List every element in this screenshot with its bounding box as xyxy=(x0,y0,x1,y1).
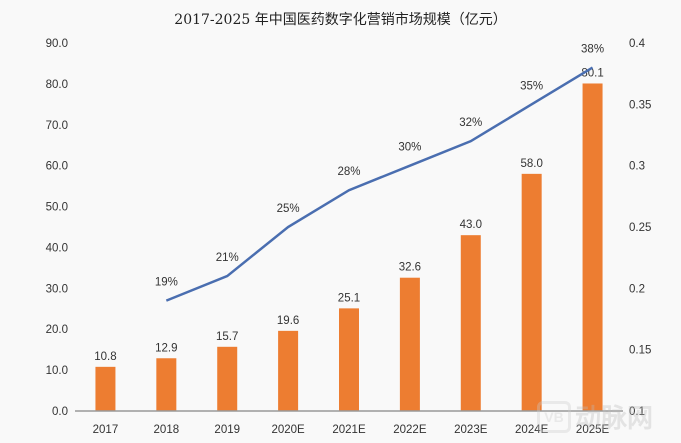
bar-label: 25.1 xyxy=(338,292,360,304)
bar-label: 43.0 xyxy=(460,219,482,231)
watermark-logo: VB xyxy=(537,400,571,433)
left-axis-tick: 20.0 xyxy=(46,324,68,336)
left-axis-tick: 80.0 xyxy=(46,79,68,91)
right-axis-tick: 0.25 xyxy=(629,222,651,234)
bar-label: 32.6 xyxy=(399,262,421,274)
growth-line xyxy=(165,66,594,302)
line-label: 25% xyxy=(277,203,300,215)
x-axis-tick: 2017 xyxy=(93,424,119,436)
left-axis-tick: 50.0 xyxy=(46,202,68,214)
x-axis-tick: 2022E xyxy=(393,424,427,436)
line-label: 21% xyxy=(216,252,239,264)
right-axis-tick: 0.4 xyxy=(629,38,646,50)
watermark-text: 动脉网 xyxy=(575,403,654,433)
left-axis-tick: 0.0 xyxy=(52,406,68,418)
line-label: 32% xyxy=(459,117,482,129)
x-axis-tick: 2025E xyxy=(576,424,610,436)
right-axis-tick: 0.1 xyxy=(629,406,645,418)
x-axis-tick: 2019 xyxy=(214,424,240,436)
bar-label: 10.8 xyxy=(94,351,116,363)
line-label: 19% xyxy=(155,277,178,289)
bar-label: 58.0 xyxy=(520,158,542,170)
line-label: 30% xyxy=(398,142,421,154)
line-label: 38% xyxy=(581,44,604,56)
right-axis-tick: 0.3 xyxy=(629,161,645,173)
left-axis-tick: 60.0 xyxy=(46,161,68,173)
bar xyxy=(95,366,116,411)
x-axis-tick: 2021E xyxy=(332,424,366,436)
left-axis-tick: 10.0 xyxy=(46,365,68,377)
left-axis-tick: 90.0 xyxy=(46,38,68,50)
bar xyxy=(339,308,359,411)
right-axis-tick: 0.2 xyxy=(629,283,645,295)
x-axis-tick: 2020E xyxy=(271,424,305,436)
left-axis-tick: 30.0 xyxy=(46,283,68,295)
x-axis-tick: 2023E xyxy=(454,424,488,436)
bar xyxy=(582,83,603,411)
bar xyxy=(399,277,420,411)
bar xyxy=(278,330,299,411)
line-label: 35% xyxy=(520,80,543,92)
right-axis-tick: 0.15 xyxy=(629,345,651,357)
x-axis-tick: 2018 xyxy=(154,424,180,436)
bar-label: 12.9 xyxy=(155,342,177,354)
left-axis-tick: 40.0 xyxy=(46,242,68,254)
line-label: 28% xyxy=(337,166,360,178)
bar-label: 15.7 xyxy=(216,331,238,343)
right-axis-tick: 0.35 xyxy=(629,99,651,111)
bar xyxy=(521,173,542,411)
chart-title: 2017-2025 年中国医药数字化营销市场规模（亿元） xyxy=(174,12,507,28)
watermark: VB 动脉网 xyxy=(537,398,653,435)
left-axis-tick: 70.0 xyxy=(46,120,68,132)
bar xyxy=(217,346,238,411)
bar-label: 19.6 xyxy=(277,315,299,327)
bar xyxy=(460,235,481,411)
bar xyxy=(156,358,177,411)
